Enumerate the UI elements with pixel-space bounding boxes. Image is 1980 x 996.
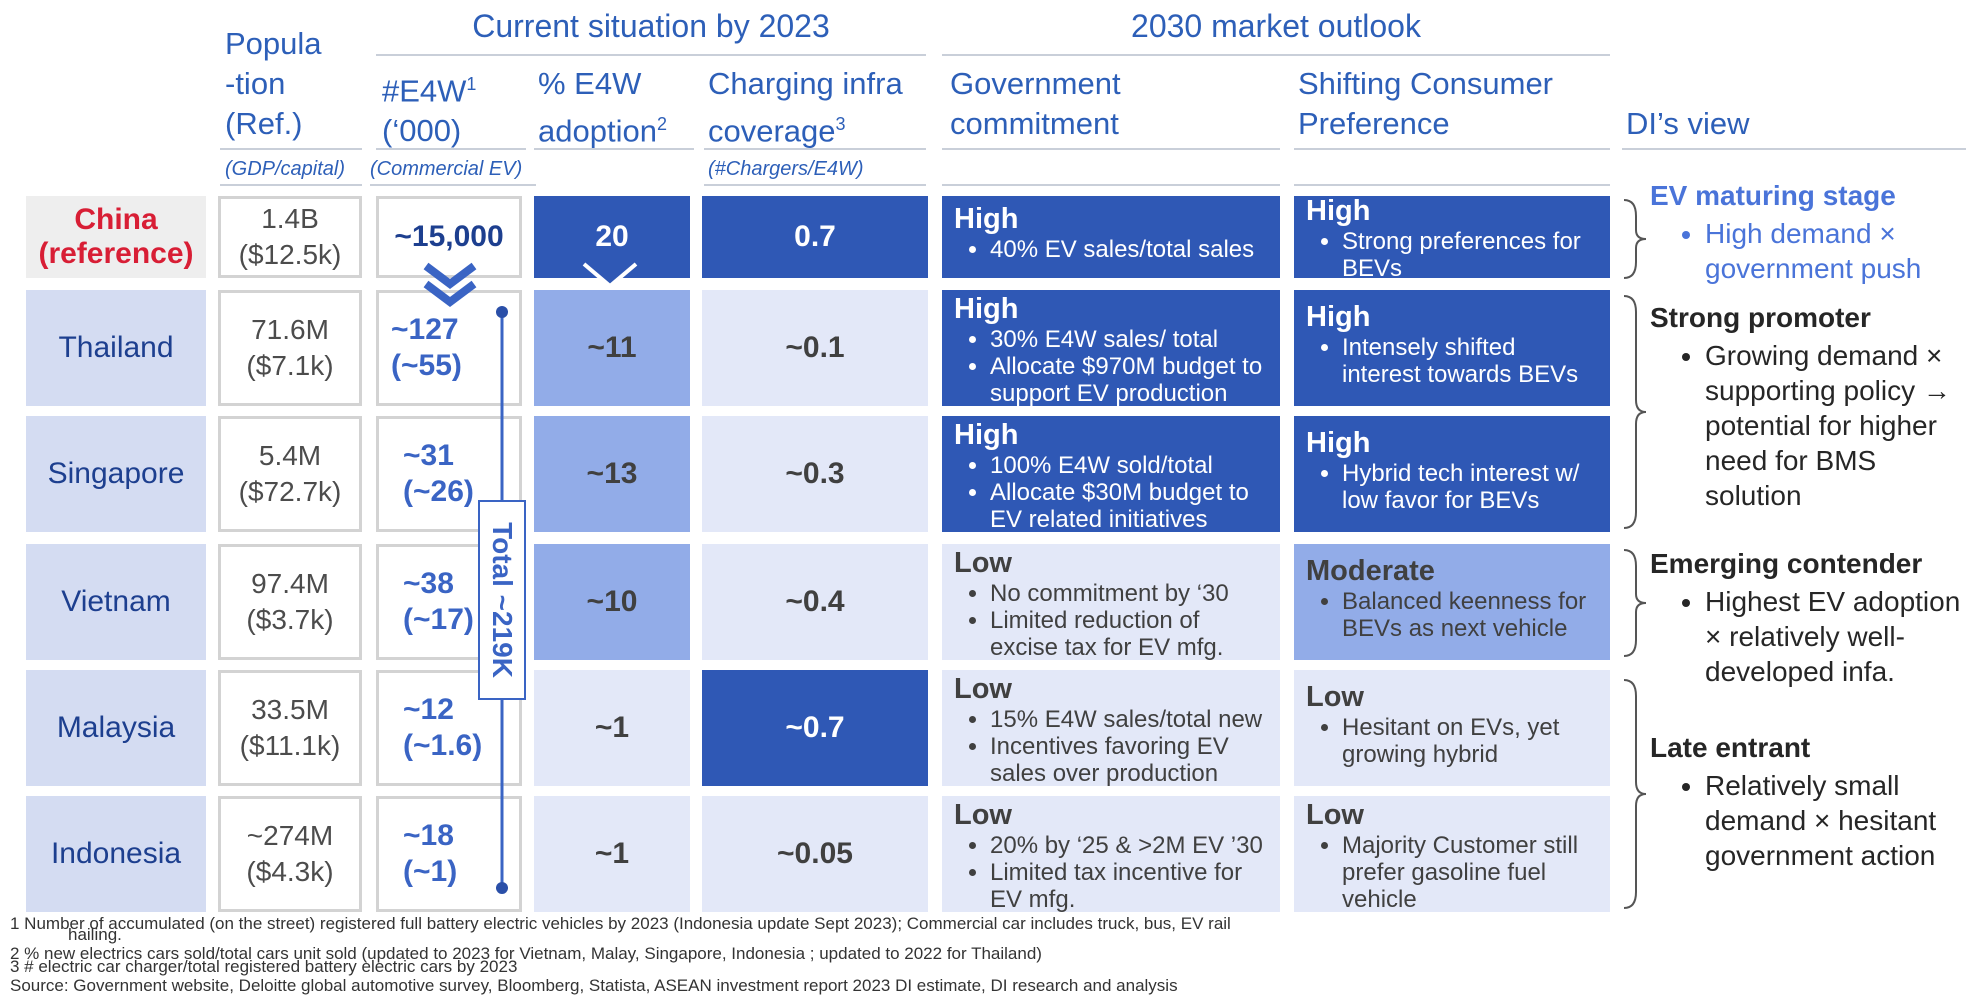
country-indonesia: Indonesia [26, 796, 206, 912]
adoption-cell: ~1 [534, 796, 690, 912]
header-underline [1294, 148, 1610, 150]
subheader-underline [942, 184, 1280, 186]
header-underline [1622, 148, 1966, 150]
subheader-e4w: (Commercial EV) [370, 158, 523, 180]
di-view-strong-promoter: Strong promoter Growing demand × support… [1650, 302, 1980, 513]
adoption-cell: ~10 [534, 544, 690, 660]
group-brace [1623, 199, 1647, 279]
gov-cell: Low No commitment by ‘30Limited reductio… [942, 544, 1280, 661]
adoption-cell: ~11 [534, 290, 690, 406]
group-header-outlook: 2030 market outlook [942, 8, 1610, 56]
header-adoption: % E4W adoption2 [538, 66, 667, 149]
group-brace [1623, 549, 1647, 657]
header-underline [376, 148, 526, 150]
gov-cell: Low 20% by ‘25 & >2M EV ’30Limited tax i… [942, 796, 1280, 913]
gov-cell: High 40% EV sales/total sales [942, 196, 1280, 278]
country-malaysia: Malaysia [26, 670, 206, 786]
header-e4w: #E4W1 (‘000) [382, 73, 477, 149]
population-cell: 5.4M ($72.7k) [218, 416, 362, 532]
chevron-down-icon [423, 262, 477, 307]
consumer-cell: Moderate Balanced keenness for BEVs as n… [1294, 544, 1610, 660]
header-government: Government commitment [950, 66, 1121, 141]
subheader-underline [220, 184, 362, 186]
header-charging: Charging infra coverage3 [708, 66, 903, 149]
subheader-underline [370, 184, 536, 186]
charging-cell: 0.7 [702, 196, 928, 278]
population-cell: 71.6M ($7.1k) [218, 290, 362, 406]
footnotes: 1 Number of accumulated (on the street) … [10, 914, 1231, 995]
consumer-cell: Low Majority Customer still prefer gasol… [1294, 796, 1610, 913]
population-cell: ~274M ($4.3k) [218, 796, 362, 912]
charging-cell: ~0.4 [702, 544, 928, 660]
population-cell: 1.4B ($12.5k) [218, 196, 362, 278]
consumer-cell: High Strong preferences for BEVs [1294, 196, 1610, 282]
e4w-cell: ~15,000 [376, 196, 522, 278]
consumer-cell: High Hybrid tech interest w/ low favor f… [1294, 416, 1610, 532]
country-china: China (reference) [26, 196, 206, 278]
header-consumer: Shifting Consumer Preference [1298, 66, 1554, 141]
country-thailand: Thailand [26, 290, 206, 406]
chevron-down-icon [582, 262, 638, 289]
group-brace [1623, 295, 1647, 529]
country-vietnam: Vietnam [26, 544, 206, 660]
subheader-charging: (#Chargers/E4W) [708, 158, 864, 180]
adoption-cell: ~13 [534, 416, 690, 532]
di-view-emerging-contender: Emerging contender Highest EV adoption ×… [1650, 548, 1980, 689]
adoption-cell: ~1 [534, 670, 690, 786]
subheader-population: (GDP/capital) [225, 158, 346, 180]
header-population: Popula -tion (Ref.) [225, 26, 322, 141]
subheader-underline [1294, 184, 1610, 186]
consumer-cell: High Intensely shifted interest towards … [1294, 290, 1610, 406]
header-underline [942, 148, 1280, 150]
total-label: Total ~219K [478, 500, 526, 700]
header-underline [534, 148, 694, 150]
charging-cell: ~0.3 [702, 416, 928, 532]
subheader-underline [704, 184, 926, 186]
population-cell: 33.5M ($11.1k) [218, 670, 362, 786]
gov-cell: Low 15% E4W sales/total newIncentives fa… [942, 670, 1280, 787]
charging-cell: ~0.05 [702, 796, 928, 912]
country-singapore: Singapore [26, 416, 206, 532]
header-underline [704, 148, 926, 150]
header-underline [220, 148, 362, 150]
group-header-current: Current situation by 2023 [376, 8, 926, 56]
di-view-late-entrant: Late entrant Relatively small demand × h… [1650, 732, 1980, 873]
charging-cell: ~0.7 [702, 670, 928, 786]
di-view-china: EV maturing stage High demand × governme… [1650, 180, 1980, 286]
gov-cell: High 30% E4W sales/ totalAllocate $970M … [942, 290, 1280, 407]
population-cell: 97.4M ($3.7k) [218, 544, 362, 660]
header-di-view: DI’s view [1626, 106, 1750, 141]
e4w-cell: ~18 (~1) [376, 796, 522, 912]
consumer-cell: Low Hesitant on EVs, yet growing hybrid [1294, 670, 1610, 786]
charging-cell: ~0.1 [702, 290, 928, 406]
gov-cell: High 100% E4W sold/totalAllocate $30M bu… [942, 416, 1280, 533]
group-brace [1623, 679, 1647, 909]
